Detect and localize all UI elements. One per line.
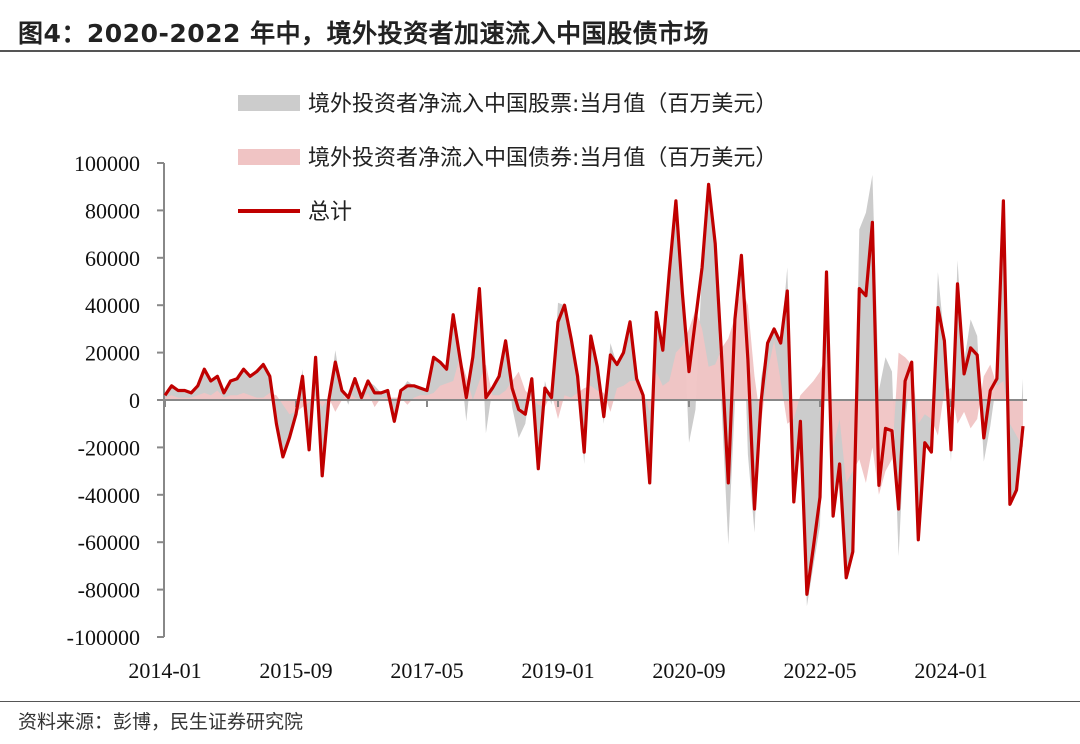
source-note: 资料来源：彭博，民生证券研究院 — [18, 711, 304, 733]
y-tick-label: 80000 — [85, 198, 140, 223]
y-tick-label: 40000 — [85, 293, 140, 318]
y-tick-label: -60000 — [78, 530, 140, 555]
y-tick-label: 60000 — [85, 246, 140, 271]
footer-divider — [0, 701, 1080, 702]
y-tick-label: -40000 — [78, 483, 140, 508]
y-tick-label: 100000 — [74, 151, 140, 176]
x-tick-label: 2015-09 — [259, 658, 332, 683]
y-tick-label: 20000 — [85, 341, 140, 366]
total-line-layer — [163, 182, 1025, 596]
x-tick-label: 2014-01 — [128, 658, 201, 683]
title-divider — [0, 50, 1080, 52]
legend-swatch-stocks — [238, 95, 300, 111]
y-tick-label: -20000 — [78, 435, 140, 460]
x-tick-label: 2020-09 — [652, 658, 725, 683]
legend: 境外投资者净流入中国股票:当月值（百万美元） 境外投资者净流入中国债券:当月值（… — [238, 92, 777, 225]
areas-layer — [165, 174, 1024, 607]
y-tick-label: -80000 — [78, 578, 140, 603]
x-tick-label: 2019-01 — [521, 658, 594, 683]
total-line — [163, 182, 1025, 596]
bonds-area — [165, 286, 1024, 495]
x-tick-label: 2022-05 — [783, 658, 856, 683]
legend-label-stocks: 境外投资者净流入中国股票:当月值（百万美元） — [308, 92, 777, 117]
legend-swatch-bonds — [238, 149, 300, 165]
y-tick-label: -100000 — [67, 625, 140, 650]
y-tick-label: 0 — [129, 388, 140, 413]
chart-title: 图4：2020-2022 年中，境外投资者加速流入中国股债市场 — [18, 19, 710, 48]
axes-layer: 100000 80000 60000 40000 20000 0 -20000 -40000 -… — [67, 151, 1028, 683]
x-tick-label: 2024-01 — [914, 658, 987, 683]
legend-label-bonds: 境外投资者净流入中国债券:当月值（百万美元） — [308, 146, 777, 171]
legend-label-total: 总计 — [308, 200, 352, 225]
x-tick-label: 2017-05 — [390, 658, 463, 683]
